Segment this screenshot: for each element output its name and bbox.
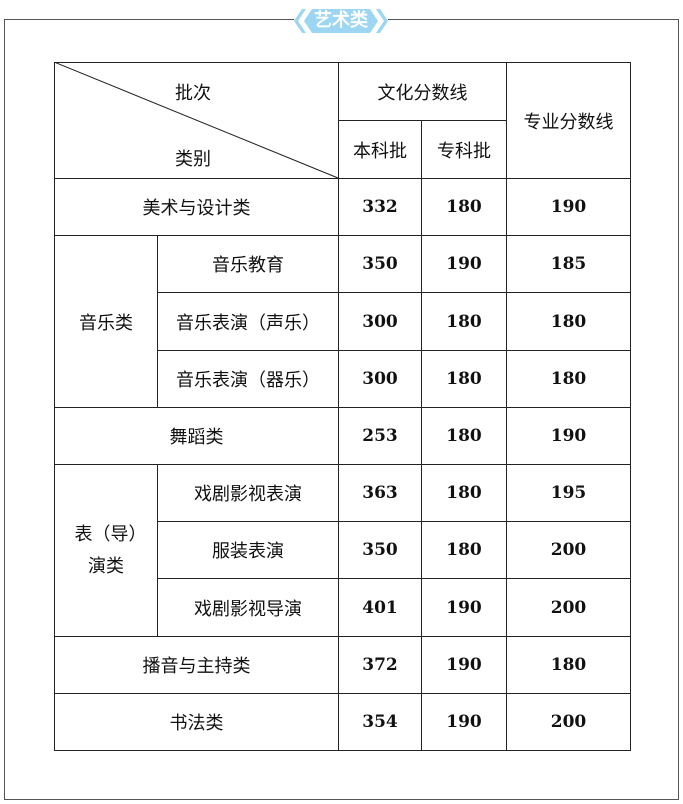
undergrad-score: 253	[338, 407, 422, 465]
professional-score: 180	[506, 292, 631, 351]
undergrad-score: 372	[338, 636, 422, 694]
professional-score: 180	[506, 636, 631, 694]
junior-score: 190	[421, 235, 507, 293]
undergrad-score: 300	[338, 350, 422, 408]
professional-score: 200	[506, 521, 631, 579]
section-badge: 艺术类	[288, 6, 394, 36]
junior-score: 180	[421, 521, 507, 579]
professional-score: 180	[506, 350, 631, 408]
subcategory-cell: 服装表演	[157, 521, 339, 579]
badge-title: 艺术类	[314, 10, 368, 31]
junior-score: 190	[421, 636, 507, 694]
junior-score: 180	[421, 178, 507, 236]
category-cell: 播音与主持类	[54, 636, 339, 694]
professional-score: 190	[506, 178, 631, 236]
professional-score: 190	[506, 407, 631, 465]
category-cell: 美术与设计类	[54, 178, 339, 236]
divider	[4, 19, 294, 20]
professional-score: 185	[506, 235, 631, 293]
undergrad-score: 354	[338, 693, 422, 751]
undergrad-score: 350	[338, 521, 422, 579]
professional-score: 200	[506, 578, 631, 637]
culture-line-header: 文化分数线	[338, 62, 507, 121]
divider	[388, 19, 679, 20]
undergrad-score: 363	[338, 464, 422, 522]
undergrad-score: 332	[338, 178, 422, 236]
junior-score: 190	[421, 693, 507, 751]
batch-label: 批次	[175, 83, 211, 104]
category-cell: 表（导）演类	[54, 464, 158, 637]
professional-score: 200	[506, 693, 631, 751]
undergrad-score: 350	[338, 235, 422, 293]
subcategory-cell: 音乐教育	[157, 235, 339, 293]
category-cell: 舞蹈类	[54, 407, 339, 465]
category-text: 表（导）演类	[74, 523, 138, 577]
junior-score: 180	[421, 464, 507, 522]
category-cell: 音乐类	[54, 235, 158, 408]
undergrad-score: 401	[338, 578, 422, 637]
subcategory-cell: 音乐表演（器乐）	[157, 350, 339, 408]
subcategory-cell: 戏剧影视表演	[157, 464, 339, 522]
subcategory-cell: 音乐表演（声乐）	[157, 292, 339, 351]
professional-line-header: 专业分数线	[506, 62, 631, 179]
diagonal-header-cell: 批次 类别	[54, 62, 339, 179]
category-label: 类别	[175, 149, 211, 170]
score-table: 批次 类别 文化分数线 专业分数线 本科批 专科批 美术与设计类 332 180 19…	[54, 62, 631, 751]
junior-score: 180	[421, 292, 507, 351]
junior-score: 180	[421, 350, 507, 408]
undergrad-header: 本科批	[338, 120, 422, 179]
category-cell: 书法类	[54, 693, 339, 751]
content-frame	[4, 19, 679, 800]
professional-score: 195	[506, 464, 631, 522]
junior-header: 专科批	[421, 120, 507, 179]
subcategory-cell: 戏剧影视导演	[157, 578, 339, 637]
junior-score: 180	[421, 407, 507, 465]
junior-score: 190	[421, 578, 507, 637]
undergrad-score: 300	[338, 292, 422, 351]
